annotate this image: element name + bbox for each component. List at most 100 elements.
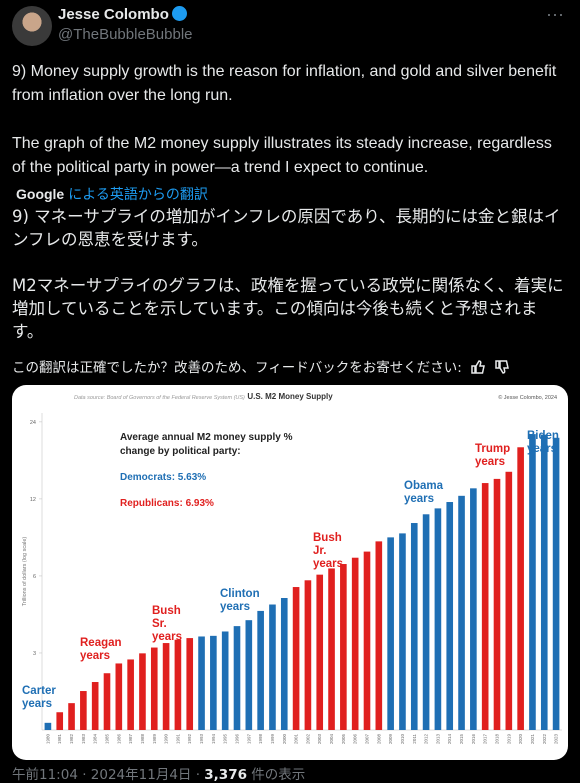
inset-republicans: Republicans: 6.93% <box>120 498 214 509</box>
x-tick-label: 2000 <box>282 734 287 745</box>
bar <box>44 722 52 730</box>
translated-text: 9) マネーサプライの増加がインフレの原因であり、長期的には金と銀はインフレの恩… <box>12 205 568 366</box>
translation-note: による英語からの翻訳 <box>68 186 208 202</box>
x-tick-label: 1999 <box>270 734 275 745</box>
bar <box>422 514 430 730</box>
bar <box>80 691 87 730</box>
bar <box>127 659 134 730</box>
x-tick-label: 1994 <box>211 734 216 745</box>
feedback-question: この翻訳は正確でしたか？改善のため、フィードバックをお寄せください: <box>12 360 462 376</box>
chart-title: U.S. M2 Money Supply <box>247 392 333 401</box>
annotation: Reagan years <box>80 637 122 662</box>
x-tick-label: 2010 <box>400 734 405 745</box>
bar <box>363 551 371 730</box>
author-handle[interactable]: @TheBubbleBubble <box>58 26 193 43</box>
bar <box>91 682 99 730</box>
y-tick-label: 6 <box>33 574 36 580</box>
annotation: Bush Sr. years <box>152 605 183 643</box>
x-tick-label: 1981 <box>57 734 62 745</box>
x-tick-label: 2003 <box>317 734 322 745</box>
paragraph: M2マネーサプライのグラフは、政権を握っている政党に関係なく、着実に増加している… <box>12 276 564 341</box>
views: 3,376 <box>204 767 247 783</box>
thumbs-up[interactable] <box>470 359 486 375</box>
x-tick-label: 1998 <box>258 734 263 745</box>
bar <box>328 568 335 730</box>
x-tick-label: 2008 <box>376 734 381 745</box>
x-tick-label: 1985 <box>105 734 110 745</box>
x-tick-label: 2005 <box>341 734 346 745</box>
paragraph: 9) マネーサプライの増加がインフレの原因であり、長期的には金と銀はインフレの恩… <box>12 207 561 249</box>
x-tick-label: 2022 <box>542 734 547 745</box>
bar <box>375 541 383 730</box>
x-tick-label: 2007 <box>365 734 370 745</box>
chart-image[interactable]: U.S. M2 Money Supply Data source: Board o… <box>12 385 568 760</box>
x-tick-label: 2023 <box>554 734 559 745</box>
bar <box>481 483 489 730</box>
bar <box>245 620 253 730</box>
bar <box>210 635 217 730</box>
bar <box>115 663 123 730</box>
x-tick-label: 1997 <box>246 734 251 745</box>
bar <box>139 653 146 730</box>
x-tick-label: 1990 <box>164 734 169 745</box>
x-tick-label: 2019 <box>506 734 511 745</box>
bar <box>162 643 170 730</box>
views-label: 件の表示 <box>251 767 306 783</box>
bar <box>269 604 276 730</box>
author-name[interactable]: Jesse Colombo <box>58 6 187 23</box>
annotation: Bush Jr. years <box>313 532 344 570</box>
x-tick-label: 1993 <box>199 734 204 745</box>
bar <box>186 638 194 730</box>
x-tick-label: 1982 <box>69 734 74 745</box>
time[interactable]: 午前11:04 <box>12 767 78 783</box>
thumbs-down[interactable] <box>494 359 510 375</box>
bar <box>68 703 75 730</box>
paragraph: The graph of the M2 money supply illustr… <box>12 135 552 176</box>
bar <box>304 580 312 730</box>
x-tick-label: 2012 <box>424 734 429 745</box>
bar <box>505 471 513 730</box>
date[interactable]: 2024年11月4日 <box>90 767 192 783</box>
paragraph: 9) Money supply growth is the reason for… <box>12 63 557 104</box>
bar <box>340 564 347 730</box>
x-tick-label: 2016 <box>471 734 476 745</box>
bar <box>470 488 477 730</box>
more-button[interactable]: ··· <box>546 4 564 24</box>
credit: © Jesse Colombo, 2024 <box>498 394 557 401</box>
bar <box>434 508 442 730</box>
x-tick-label: 1991 <box>175 734 180 745</box>
bar <box>387 537 394 730</box>
y-axis-label: Trillions of dollars (log scale) <box>22 537 28 607</box>
bar <box>410 523 418 730</box>
feedback: この翻訳は正確でしたか？改善のため、フィードバックをお寄せください: <box>12 356 510 376</box>
x-tick-label: 2014 <box>447 734 452 745</box>
x-tick-label: 1989 <box>152 734 157 745</box>
annotation: Carter years <box>22 685 56 710</box>
x-tick-label: 2020 <box>518 734 523 745</box>
avatar[interactable] <box>12 6 52 46</box>
bar <box>399 533 406 730</box>
x-tick-label: 2004 <box>329 734 334 745</box>
x-tick-label: 1996 <box>235 734 240 745</box>
annotation: Clinton years <box>220 588 260 613</box>
bar <box>257 610 264 730</box>
bar <box>174 639 182 730</box>
bar <box>292 587 300 730</box>
translation-label[interactable]: Google による英語からの翻訳 <box>16 184 208 204</box>
x-tick-label: 1987 <box>128 734 133 745</box>
x-tick-label: 1986 <box>116 734 121 745</box>
x-tick-label: 2018 <box>495 734 500 745</box>
author-name-text[interactable]: Jesse Colombo <box>58 6 169 23</box>
annotation: Obama years <box>404 480 443 505</box>
y-tick-label: 24 <box>30 420 36 426</box>
bar <box>198 636 205 730</box>
source: Data source: Board of Governors of the F… <box>74 395 245 401</box>
bar <box>316 574 324 730</box>
x-tick-label: 2011 <box>412 734 417 744</box>
bar <box>493 478 501 730</box>
bar <box>529 434 536 730</box>
x-tick-label: 2006 <box>353 734 358 745</box>
bar <box>56 712 64 730</box>
